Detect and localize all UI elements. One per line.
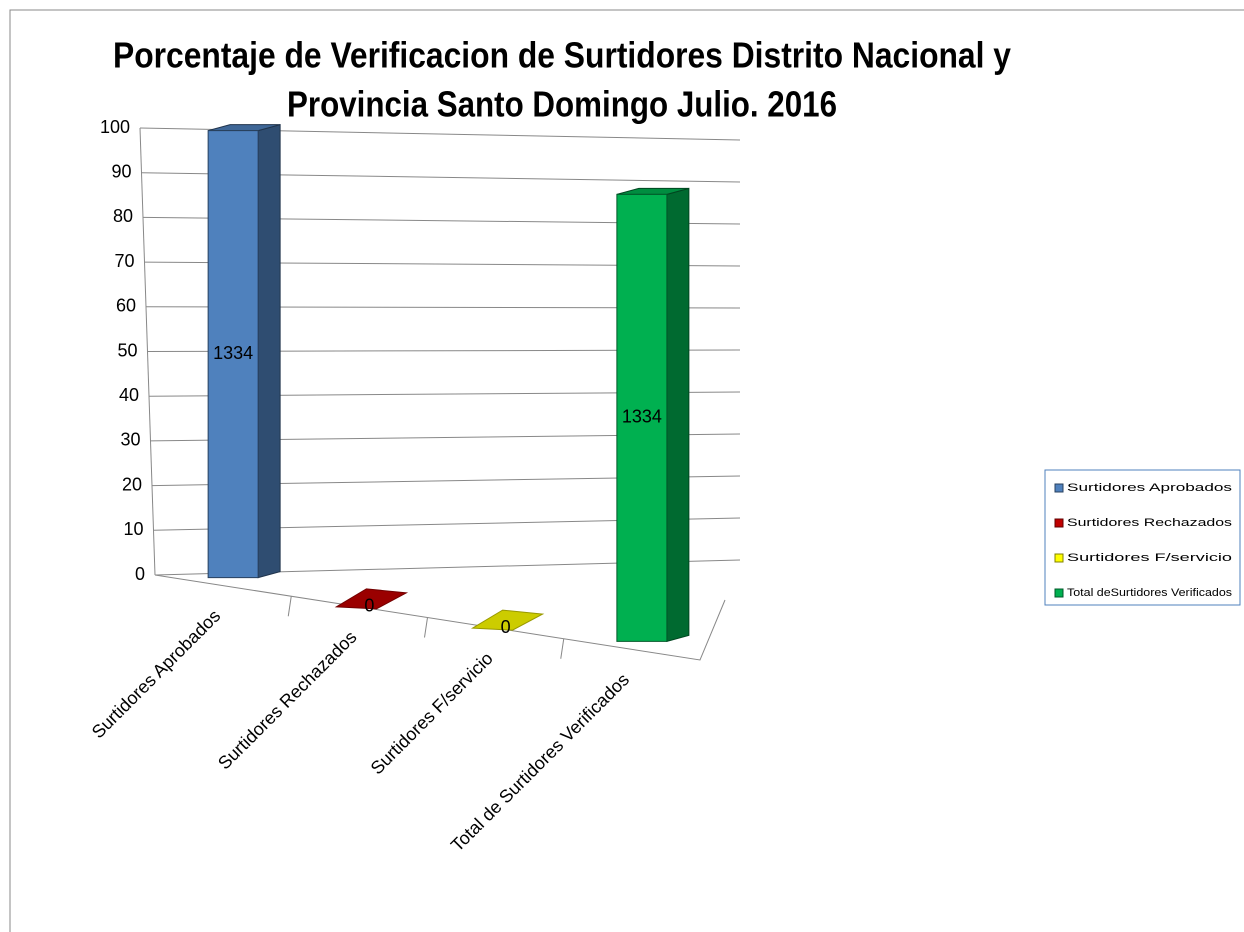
bar-side: [666, 187, 690, 643]
x-tick-label: Total de Surtidores Verificados: [447, 669, 633, 855]
y-tick-label: 40: [119, 385, 139, 405]
x-tick-label: Surtidores F/servicio: [367, 648, 497, 778]
y-tick-label: 60: [116, 296, 136, 316]
x-tick: [424, 617, 428, 638]
legend-swatch: [1054, 588, 1064, 598]
legend-label: Total deSurtidores Verificados: [1067, 587, 1233, 599]
y-tick-label: 100: [100, 117, 130, 137]
data-label: 0: [364, 596, 374, 616]
data-label: 1334: [622, 407, 662, 427]
floor: [154, 574, 726, 661]
bar-side: [257, 123, 281, 579]
bar: [470, 609, 545, 631]
x-tick-label: Surtidores Rechazados: [214, 627, 360, 773]
legend-swatch: [1054, 518, 1064, 528]
chart-title: Provincia Santo Domingo Julio. 2016: [287, 84, 837, 125]
y-tick-label: 90: [111, 161, 131, 181]
chart-title: Porcentaje de Verificacion de Surtidores…: [113, 35, 1011, 76]
bar: [207, 130, 259, 579]
legend: [1044, 469, 1241, 606]
y-tick-label: 50: [117, 340, 137, 360]
bar: [334, 588, 409, 610]
legend-label: Surtidores Aprobados: [1067, 482, 1233, 494]
legend-swatch: [1054, 553, 1064, 563]
x-tick-label: Surtidores Aprobados: [88, 606, 225, 743]
chart-frame: [9, 9, 1244, 932]
y-tick-label: 80: [113, 206, 133, 226]
y-tick-label: 0: [135, 564, 145, 584]
y-tick-label: 10: [123, 519, 143, 539]
legend-label: Surtidores Rechazados: [1067, 517, 1233, 529]
data-label: 1334: [213, 343, 253, 363]
legend-label: Surtidores F/servicio: [1067, 552, 1232, 564]
bar: [616, 193, 668, 642]
y-tick-label: 30: [120, 430, 140, 450]
x-tick: [287, 596, 292, 617]
x-tick: [560, 638, 565, 659]
y-tick-label: 20: [122, 474, 142, 494]
data-label: 0: [501, 617, 511, 637]
legend-swatch: [1054, 483, 1064, 493]
y-tick-label: 70: [114, 251, 134, 271]
